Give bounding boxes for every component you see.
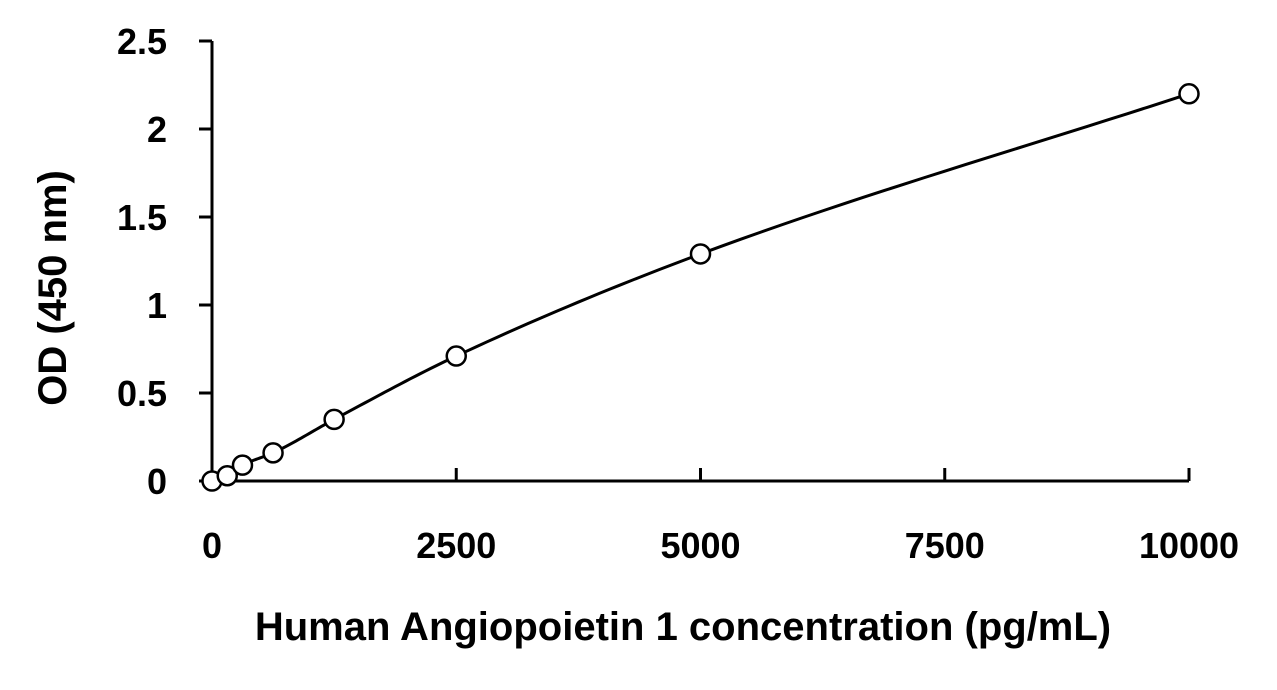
data-points [201, 83, 1200, 492]
x-tick-label: 0 [202, 525, 222, 566]
x-tick-label: 2500 [416, 525, 496, 566]
axis-labels: Human Angiopoietin 1 concentration (pg/m… [31, 170, 1111, 649]
data-point [689, 243, 712, 265]
x-tick-label: 10000 [1139, 525, 1239, 566]
y-tick-label: 1 [147, 285, 167, 326]
y-tick-label: 1.5 [117, 197, 167, 238]
data-point [445, 345, 467, 367]
x-tick-label: 5000 [660, 525, 740, 566]
x-tick-label: 7500 [905, 525, 985, 566]
fit-curve [211, 92, 1190, 483]
y-tick-label: 0 [147, 461, 167, 502]
y-tick-label: 2 [147, 109, 167, 150]
data-point [231, 454, 254, 476]
y-tick-label: 2.5 [117, 21, 167, 62]
y-axis-title: OD (450 nm) [31, 170, 75, 406]
data-point [1178, 83, 1200, 105]
data-point [262, 442, 284, 464]
x-axis-title: Human Angiopoietin 1 concentration (pg/m… [255, 605, 1111, 649]
axes: 0 0.5 1 1.5 2 2.5 0 2500 5000 7500 10000 [117, 21, 1239, 566]
data-point [323, 408, 345, 431]
y-tick-label: 0.5 [117, 373, 167, 414]
data-point [216, 464, 238, 487]
fit-curve-layer [211, 92, 1190, 483]
